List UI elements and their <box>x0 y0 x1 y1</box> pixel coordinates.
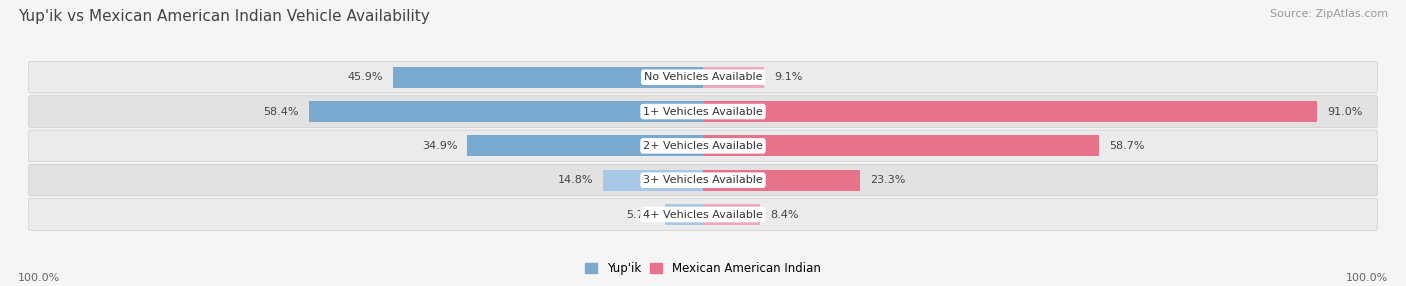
Text: 58.7%: 58.7% <box>1109 141 1144 151</box>
Text: 100.0%: 100.0% <box>1346 273 1388 283</box>
Text: 4+ Vehicles Available: 4+ Vehicles Available <box>643 210 763 219</box>
FancyBboxPatch shape <box>28 96 1378 127</box>
Bar <box>703 101 1317 122</box>
Text: 8.4%: 8.4% <box>770 210 799 219</box>
Text: Source: ZipAtlas.com: Source: ZipAtlas.com <box>1270 9 1388 19</box>
FancyBboxPatch shape <box>28 164 1378 196</box>
Bar <box>309 101 703 122</box>
Bar <box>665 204 703 225</box>
Text: 1+ Vehicles Available: 1+ Vehicles Available <box>643 107 763 116</box>
Text: 58.4%: 58.4% <box>263 107 298 116</box>
Text: 23.3%: 23.3% <box>870 175 905 185</box>
Text: Yup'ik vs Mexican American Indian Vehicle Availability: Yup'ik vs Mexican American Indian Vehicl… <box>18 9 430 23</box>
Text: 9.1%: 9.1% <box>775 72 803 82</box>
Bar <box>467 135 703 156</box>
Text: 34.9%: 34.9% <box>422 141 457 151</box>
Text: 5.7%: 5.7% <box>626 210 654 219</box>
FancyBboxPatch shape <box>28 199 1378 230</box>
Text: 2+ Vehicles Available: 2+ Vehicles Available <box>643 141 763 151</box>
Bar <box>703 170 860 191</box>
Bar <box>603 170 703 191</box>
Bar <box>703 67 765 88</box>
Legend: Yup'ik, Mexican American Indian: Yup'ik, Mexican American Indian <box>581 258 825 280</box>
Text: No Vehicles Available: No Vehicles Available <box>644 72 762 82</box>
Text: 3+ Vehicles Available: 3+ Vehicles Available <box>643 175 763 185</box>
Text: 100.0%: 100.0% <box>18 273 60 283</box>
Bar <box>703 135 1099 156</box>
Bar <box>703 204 759 225</box>
Text: 91.0%: 91.0% <box>1327 107 1362 116</box>
FancyBboxPatch shape <box>28 61 1378 93</box>
Text: 14.8%: 14.8% <box>558 175 593 185</box>
FancyBboxPatch shape <box>28 130 1378 162</box>
Bar <box>394 67 703 88</box>
Text: 45.9%: 45.9% <box>347 72 382 82</box>
